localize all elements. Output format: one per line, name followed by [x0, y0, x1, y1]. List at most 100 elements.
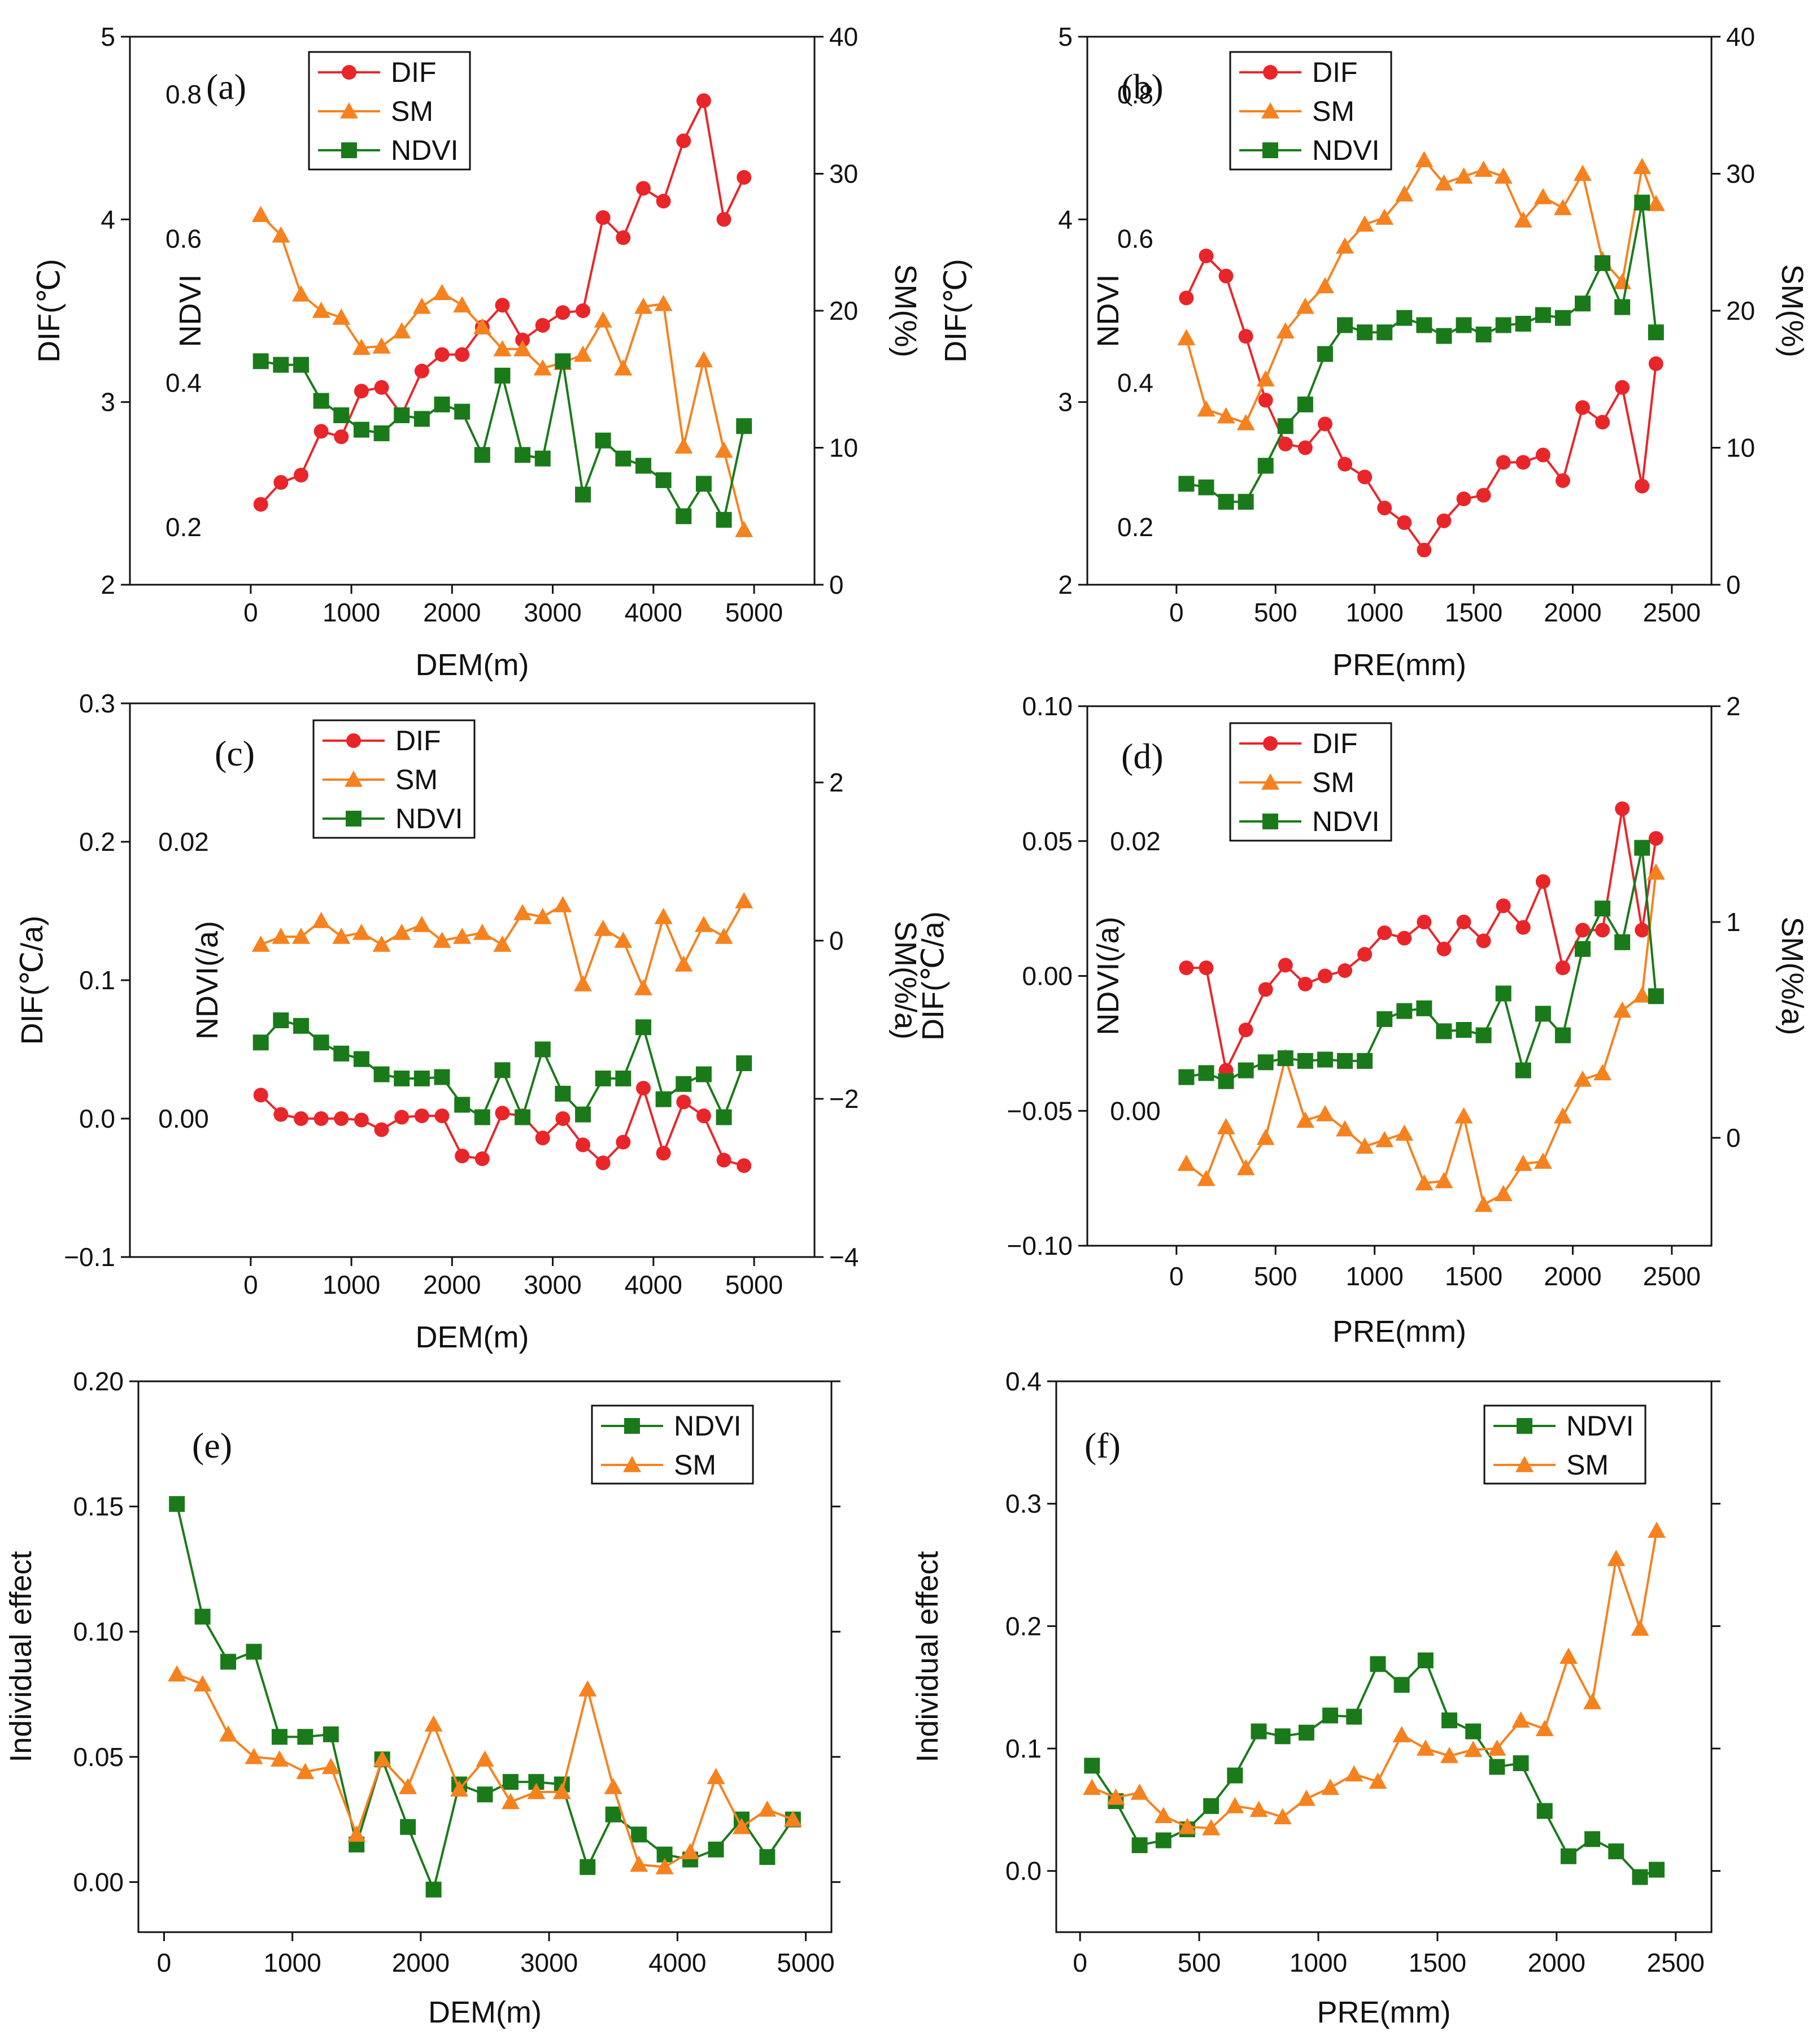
data-point [474, 1151, 490, 1167]
series-sm [1083, 1521, 1666, 1836]
x-tick-label: 5000 [725, 598, 783, 627]
data-point [1634, 840, 1650, 856]
data-point [708, 1841, 724, 1858]
data-point [1515, 920, 1531, 935]
data-point [1375, 1130, 1394, 1147]
data-point [594, 311, 612, 328]
x-tick-label: 4000 [625, 598, 682, 627]
data-point [1648, 356, 1663, 371]
data-point [394, 407, 410, 424]
data-point [293, 356, 309, 373]
legend-marker [1515, 1456, 1534, 1472]
data-point [1297, 1053, 1313, 1069]
x-tick-label: 2500 [1643, 1262, 1701, 1291]
data-point [1494, 167, 1513, 184]
data-point [1397, 930, 1412, 946]
data-point [1130, 1784, 1149, 1800]
data-point [393, 322, 411, 339]
x-tick-label: 3000 [520, 1948, 578, 1977]
data-point [334, 429, 349, 445]
data-point [1217, 1117, 1235, 1134]
data-point [552, 1782, 571, 1799]
legend-label: NDVI [1312, 806, 1379, 837]
data-point [272, 226, 290, 243]
legend-marker [1262, 814, 1278, 829]
data-point [1249, 1801, 1268, 1817]
left-tick-label: 5 [101, 22, 115, 51]
series-line [1091, 1658, 1657, 1878]
data-point [313, 1111, 329, 1126]
data-point [1514, 1154, 1532, 1171]
x-axis-title: DEM(m) [416, 1320, 529, 1354]
data-point [1393, 1677, 1410, 1693]
data-point [394, 1110, 410, 1125]
left-axis-title: Individual effect [911, 1551, 944, 1762]
series-line [1186, 808, 1657, 1074]
data-point [414, 363, 429, 379]
legend-label: DIF [1312, 728, 1358, 759]
inner-tick-label: 0.6 [1117, 224, 1153, 253]
data-point [1514, 211, 1532, 228]
chart-panel-e: 0 1000 2000 3000 4000 5000 DEM(m) 0.00 0.05 0.10 0… [4, 1367, 840, 2029]
data-point [676, 133, 691, 149]
data-point [1316, 277, 1334, 294]
data-point [1495, 317, 1512, 333]
x-tick-label: 3000 [524, 598, 581, 627]
data-point [353, 421, 369, 438]
data-point [595, 432, 611, 449]
data-point [1647, 194, 1665, 211]
inner-axis-title: NDVI(/a) [190, 921, 224, 1040]
inner-tick-label: 0.2 [1117, 512, 1153, 542]
data-point [352, 338, 371, 355]
right-tick-label: −4 [829, 1242, 859, 1272]
left-tick-label: 0.10 [1022, 692, 1073, 721]
data-point [373, 425, 390, 441]
data-point [707, 1768, 725, 1785]
data-point [716, 1109, 732, 1125]
x-tick-label: 2000 [1544, 1262, 1601, 1291]
legend-marker [346, 811, 361, 827]
data-point [1357, 947, 1373, 962]
data-point [454, 1097, 471, 1113]
data-point [656, 1146, 671, 1161]
right-tick-label: −2 [829, 1084, 859, 1114]
data-point [1369, 1772, 1387, 1789]
chart-panel-b: 0 500 1000 1500 2000 2500 PRE(mm) 2 3 4 5 DIF(℃) 0.2… [939, 22, 1809, 682]
data-point [353, 1051, 369, 1067]
data-point [576, 303, 591, 318]
left-tick-label: 0.2 [79, 827, 115, 856]
legend-label: NDVI [391, 134, 458, 166]
x-tick-label: 1000 [263, 1948, 321, 1977]
data-point [1273, 1808, 1292, 1825]
series-line [260, 360, 746, 523]
data-point [1593, 1064, 1612, 1081]
x-tick-label: 500 [1178, 1948, 1221, 1977]
data-point [1396, 1003, 1413, 1019]
data-point [1435, 1172, 1453, 1189]
data-point [1488, 1739, 1506, 1756]
data-point [575, 486, 591, 503]
data-point [1476, 933, 1491, 949]
series-line [176, 1503, 794, 1894]
x-tick-label: 0 [1169, 1262, 1184, 1291]
data-point [1178, 1817, 1196, 1834]
x-tick-label: 4000 [648, 1948, 706, 1977]
data-point [473, 318, 491, 334]
legend-label: SM [1312, 95, 1354, 127]
data-point [515, 332, 530, 347]
data-point [1535, 447, 1550, 463]
data-point [616, 230, 631, 245]
data-point [1179, 960, 1194, 976]
panel-label: (f) [1084, 1425, 1121, 1465]
data-point [1345, 1765, 1364, 1782]
legend-label: DIF [1312, 56, 1358, 88]
x-tick-label: 2000 [1544, 598, 1601, 627]
data-point [1177, 1154, 1196, 1171]
right-tick-label: 20 [829, 296, 858, 325]
data-point [1238, 1062, 1254, 1078]
legend: DIF SM NDVI [1229, 722, 1392, 842]
data-point [1083, 1778, 1101, 1795]
data-point [1595, 415, 1610, 430]
data-point [293, 1017, 309, 1034]
data-point [1321, 1778, 1340, 1795]
